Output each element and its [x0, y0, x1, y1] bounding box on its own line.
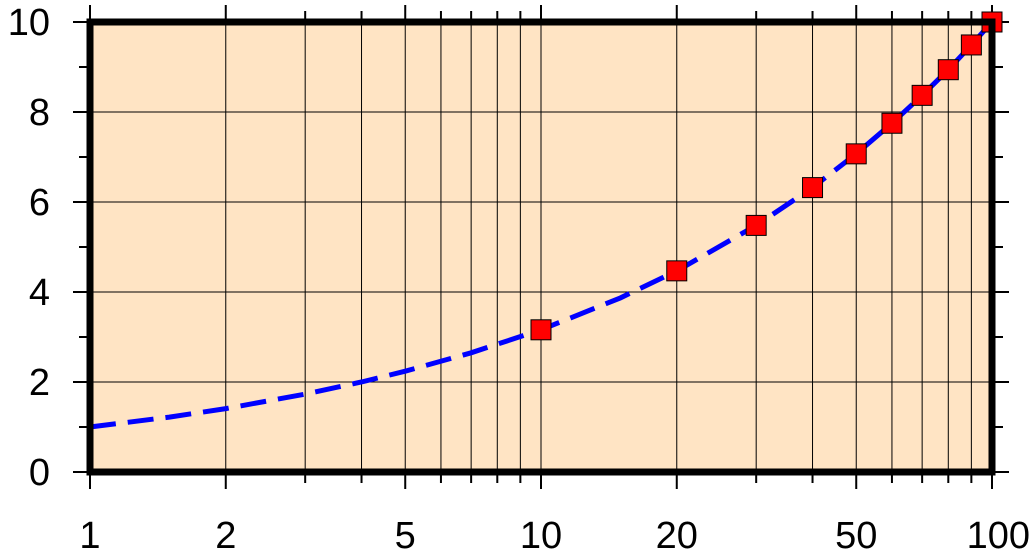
x-tick-label: 2: [215, 515, 236, 551]
data-point-square: [960, 34, 982, 56]
grid: [90, 22, 992, 472]
data-point-square: [666, 260, 688, 282]
x-tick-label: 1: [79, 515, 100, 551]
plot-frame: [86, 18, 996, 476]
x-tick-label: 20: [656, 515, 698, 551]
data-point-square: [845, 143, 867, 165]
x-tick-label: 50: [835, 515, 877, 551]
data-point-square: [530, 319, 552, 341]
data-point-square: [802, 177, 824, 199]
y-tick-label: 10: [8, 2, 50, 44]
y-tick-label: 0: [29, 452, 50, 494]
series-layer: [89, 11, 1003, 430]
x-tick-label: 10: [520, 515, 562, 551]
data-point-square: [911, 84, 933, 106]
y-tick-label: 6: [29, 182, 50, 224]
data-point-square: [881, 112, 903, 134]
x-axis: 1 2 5 10 20 50 100: [79, 515, 1030, 551]
data-point-square: [745, 214, 767, 236]
y-tick-label: 8: [29, 92, 50, 134]
x-tick-label: 5: [395, 515, 416, 551]
x-tick-label: 100: [967, 515, 1030, 551]
y-tick-label: 2: [29, 362, 50, 404]
y-axis: 0 2 4 6 8 10: [8, 2, 50, 494]
y-tick-label: 4: [29, 272, 50, 314]
data-point-square: [937, 59, 959, 81]
